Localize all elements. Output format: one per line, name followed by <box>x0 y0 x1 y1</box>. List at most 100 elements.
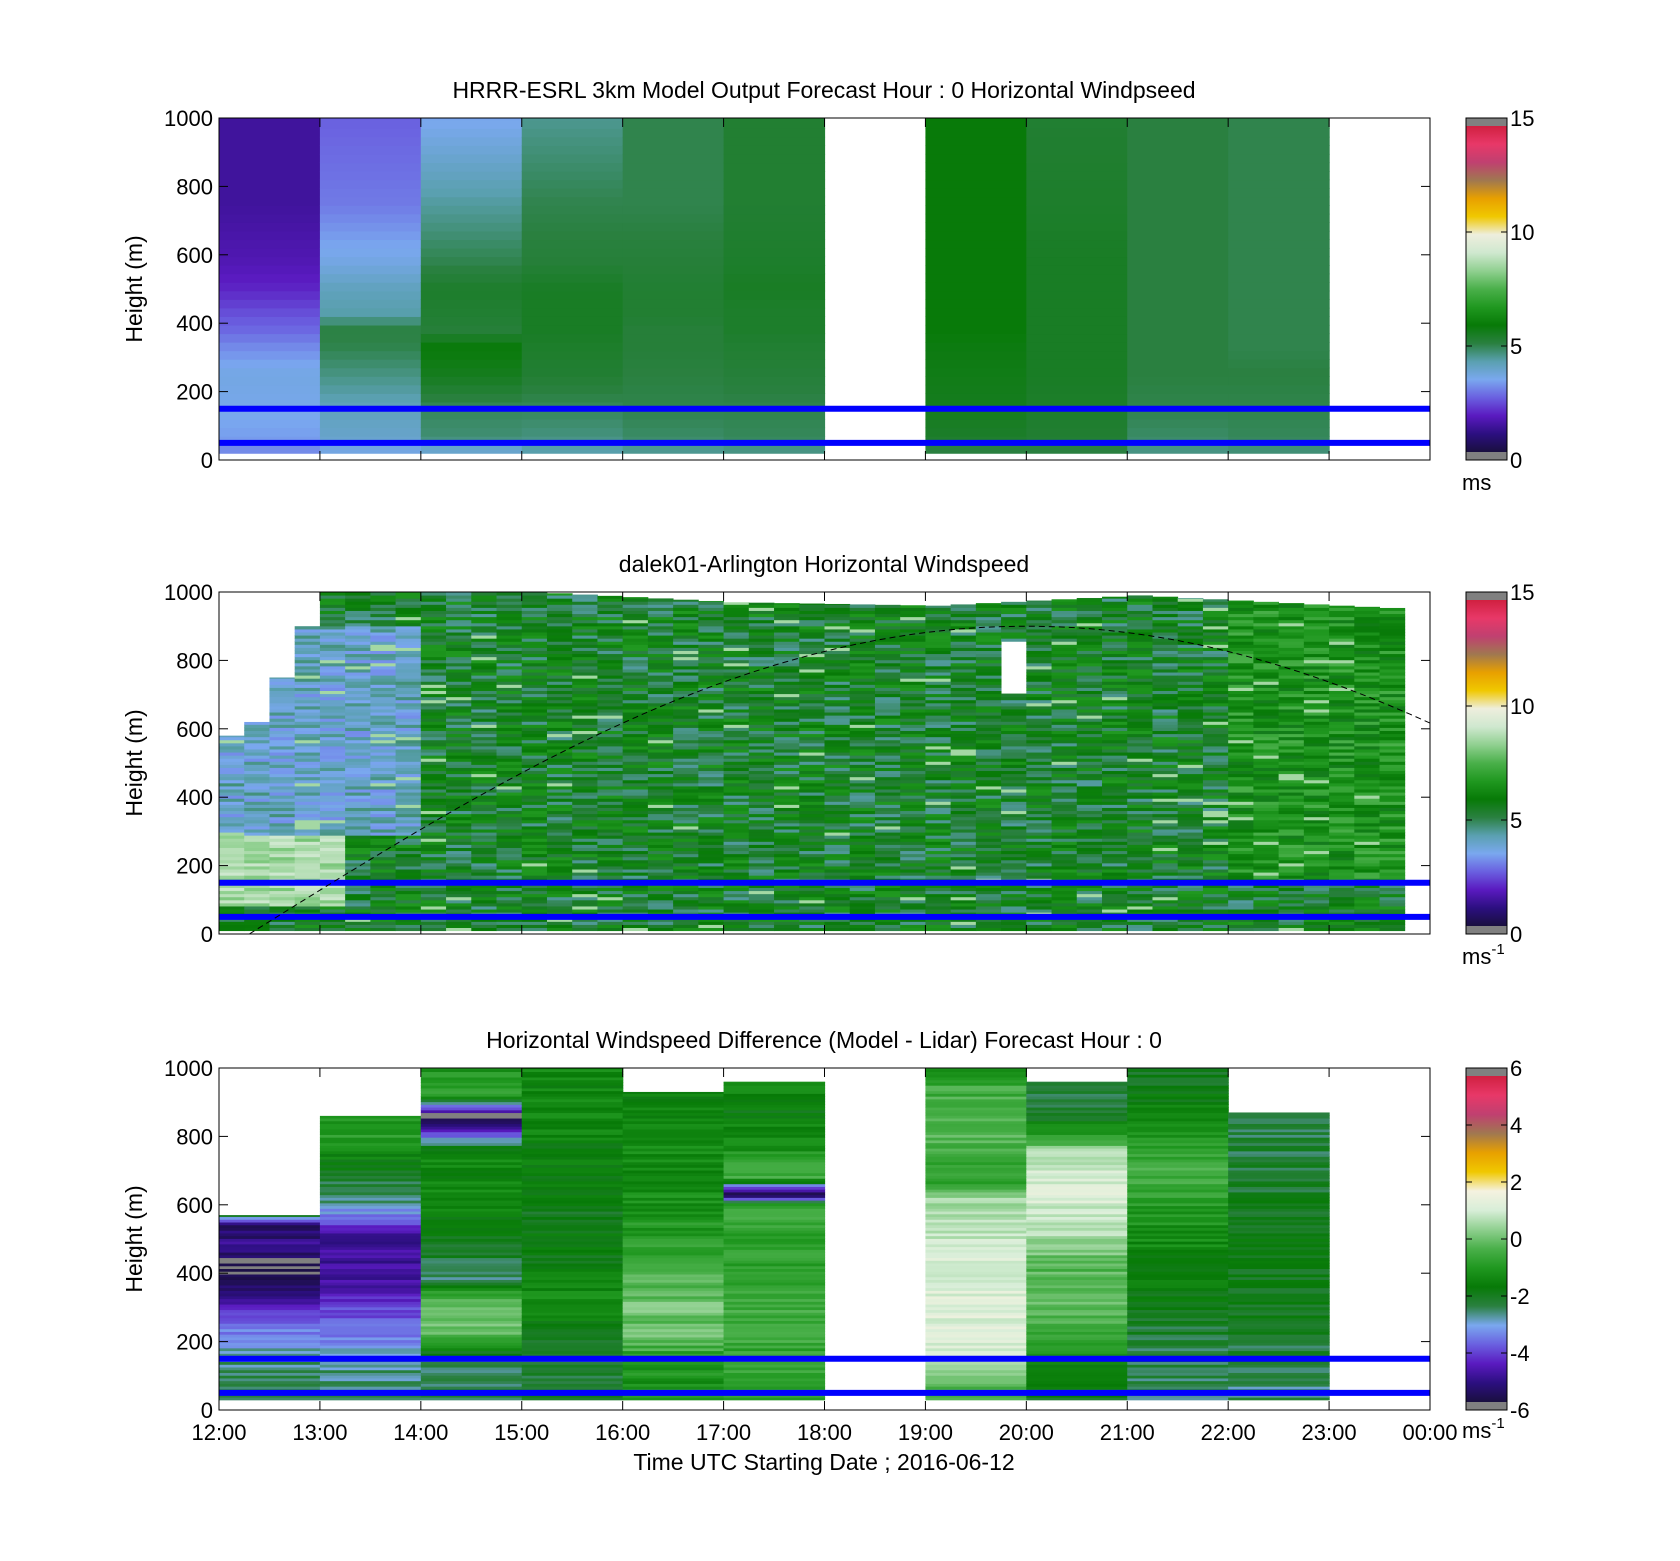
heatmap-cell <box>900 699 926 704</box>
heatmap-cell <box>774 782 800 787</box>
heatmap-cell <box>673 702 699 707</box>
heatmap-cell <box>799 702 825 707</box>
heatmap-cell <box>1102 841 1128 845</box>
heatmap-cell <box>294 927 321 932</box>
heatmap-cell <box>925 782 952 787</box>
heatmap-cell <box>1026 764 1052 768</box>
heatmap-cell <box>824 736 851 741</box>
heatmap-cell <box>673 844 699 848</box>
heatmap-cell <box>900 625 926 630</box>
heatmap-cell <box>748 610 775 615</box>
heatmap-cell <box>723 835 750 839</box>
heatmap-cell <box>319 282 422 292</box>
heatmap-cell <box>723 136 826 146</box>
heatmap-cell <box>1051 690 1078 695</box>
heatmap-cell <box>647 819 674 824</box>
heatmap-cell <box>774 708 800 713</box>
heatmap-cell <box>698 875 724 879</box>
heatmap-cell <box>420 859 447 864</box>
heatmap-cell <box>1076 924 1103 928</box>
heatmap-cell <box>1127 607 1153 611</box>
heatmap-cell <box>975 853 1002 858</box>
heatmap-cell <box>597 813 624 818</box>
heatmap-cell <box>420 733 447 738</box>
heatmap-cell <box>1152 739 1179 744</box>
heatmap-cell <box>900 736 926 741</box>
heatmap-cell <box>1102 598 1128 602</box>
heatmap-cell <box>1253 641 1280 645</box>
heatmap-cell <box>471 721 497 725</box>
heatmap-cell <box>1228 213 1330 223</box>
heatmap-cell <box>446 745 472 750</box>
heatmap-cell <box>521 736 548 741</box>
heatmap-cell <box>1177 758 1204 762</box>
heatmap-cell <box>521 699 548 704</box>
heatmap-cell <box>1202 733 1229 738</box>
heatmap-cell <box>698 632 724 636</box>
heatmap-cell <box>1152 607 1179 611</box>
heatmap-cell <box>723 265 826 275</box>
heatmap-cell <box>1102 656 1128 661</box>
heatmap-cell <box>824 635 851 639</box>
heatmap-cell <box>849 893 876 898</box>
heatmap-cell <box>673 902 699 907</box>
heatmap-cell <box>244 902 270 907</box>
heatmap-cell <box>799 841 825 845</box>
heatmap-cell <box>723 702 750 707</box>
heatmap-cell <box>824 918 851 922</box>
heatmap-cell <box>597 887 624 892</box>
heatmap-cell <box>395 656 422 661</box>
heatmap-cell <box>244 872 270 876</box>
heatmap-cell <box>446 736 472 741</box>
heatmap-cell <box>319 745 346 750</box>
heatmap-cell <box>446 595 472 599</box>
heatmap-cell <box>1228 647 1254 651</box>
heatmap-cell <box>774 890 800 895</box>
heatmap-cell <box>824 653 851 658</box>
heatmap-cell <box>622 921 649 925</box>
heatmap-cell <box>1202 893 1229 898</box>
heatmap-cell <box>799 825 825 830</box>
heatmap-cell <box>1228 282 1330 292</box>
heatmap-cell <box>1076 616 1103 621</box>
heatmap-cell <box>446 872 472 876</box>
heatmap-cell <box>698 628 724 633</box>
heatmap-cell <box>799 896 825 901</box>
heatmap-cell <box>597 675 624 679</box>
heatmap-cell <box>1026 838 1052 842</box>
heatmap-cell <box>874 761 901 765</box>
heatmap-cell <box>395 622 422 627</box>
heatmap-cell <box>622 773 649 778</box>
heatmap-cell <box>975 613 1002 618</box>
heatmap-cell <box>1152 712 1179 716</box>
heatmap-cell <box>1026 788 1052 793</box>
heatmap-cell <box>345 721 371 725</box>
heatmap-cell <box>395 782 422 787</box>
heatmap-cell <box>1001 921 1027 925</box>
heatmap-cell <box>723 128 826 138</box>
heatmap-cell <box>900 641 926 645</box>
heatmap-cell <box>1051 927 1078 932</box>
heatmap-cell <box>874 625 901 630</box>
heatmap-cell <box>219 856 245 861</box>
heatmap-cell <box>395 705 422 710</box>
heatmap-cell <box>1127 668 1153 673</box>
heatmap-cell <box>420 230 523 241</box>
heatmap-cell <box>874 822 901 827</box>
heatmap-cell <box>925 893 952 898</box>
heatmap-cell <box>698 801 724 805</box>
heatmap-cell <box>1102 665 1128 670</box>
heatmap-cell <box>597 819 624 824</box>
heatmap-cell <box>395 902 422 907</box>
heatmap-cell <box>824 770 851 775</box>
heatmap-cell <box>269 696 296 701</box>
heatmap-cell <box>622 672 649 676</box>
heatmap-cell <box>925 715 952 719</box>
heatmap-cell <box>698 696 724 701</box>
heatmap-cell <box>572 647 598 651</box>
heatmap-cell <box>572 875 598 879</box>
heatmap-cell <box>774 850 800 855</box>
heatmap-cell <box>219 205 321 215</box>
heatmap-cell <box>1102 675 1128 679</box>
heatmap-cell <box>698 708 724 713</box>
